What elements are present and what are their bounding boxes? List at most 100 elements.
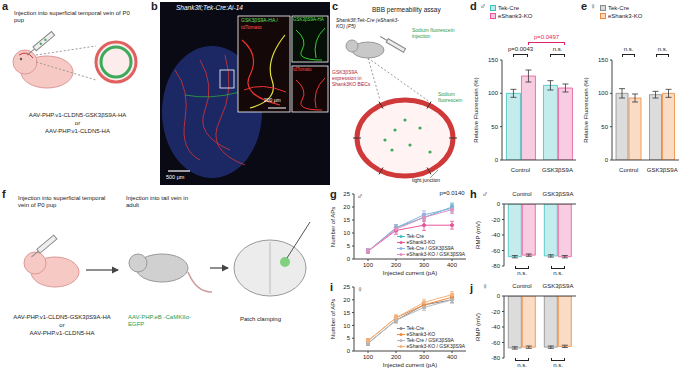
svg-text:GSK3βS9A: GSK3βS9A xyxy=(647,167,678,173)
html-text:eShank3-KO: eShank3-KO xyxy=(498,13,533,19)
html-text:BBB permeability assay: BBB permeability assay xyxy=(372,6,441,13)
html-text:n.s.: n.s. xyxy=(623,46,634,52)
svg-text:400: 400 xyxy=(447,354,458,360)
html-text:GSK3βS9A expression in Shank3K: GSK3βS9A expression in Shank3KO BECs xyxy=(332,69,371,87)
svg-text:200: 200 xyxy=(391,354,402,360)
svg-text:200: 200 xyxy=(391,262,402,268)
svg-text:100: 100 xyxy=(363,262,374,268)
svg-text:15: 15 xyxy=(343,217,350,223)
svg-text:15: 15 xyxy=(343,310,350,316)
html-text:Sodium fluorescein injection: Sodium fluorescein injection xyxy=(412,27,455,39)
html-text:g: g xyxy=(330,188,337,200)
html-text:AAV-PHP.v1-CLDN5-HA: AAV-PHP.v1-CLDN5-HA xyxy=(45,128,110,134)
svg-text:0: 0 xyxy=(605,157,609,163)
svg-text:100: 100 xyxy=(488,90,499,96)
svg-text:0: 0 xyxy=(495,157,499,163)
svg-text:-20: -20 xyxy=(491,309,500,315)
svg-text:0: 0 xyxy=(497,293,501,299)
svg-text:GSK3βS9A: GSK3βS9A xyxy=(543,283,574,289)
svg-text:Control: Control xyxy=(511,167,530,173)
svg-text:-20: -20 xyxy=(491,217,500,223)
html-text:b: b xyxy=(151,0,158,12)
svg-text:Control: Control xyxy=(619,167,638,173)
svg-text:-40: -40 xyxy=(491,324,500,330)
svg-text:GSK3βS9A: GSK3βS9A xyxy=(542,167,573,173)
html-text:tight junction: tight junction xyxy=(412,177,441,183)
html-text:200 μm: 200 μm xyxy=(264,97,281,103)
html-text:h: h xyxy=(470,188,477,200)
svg-text:300: 300 xyxy=(419,354,430,360)
svg-text:400: 400 xyxy=(447,262,458,268)
html-text:Tek-Cre / GSK3βS9A: Tek-Cre / GSK3βS9A xyxy=(406,245,454,252)
html-text:n.s.: n.s. xyxy=(553,270,563,276)
html-text:eShank3-KO: eShank3-KO xyxy=(406,239,436,245)
html-text:e: e xyxy=(581,0,588,12)
html-text:p=0.0043: p=0.0043 xyxy=(507,46,534,52)
html-text:AAV-PHP.v1-CLDN5-GSK3βS9A-HA: AAV-PHP.v1-CLDN5-GSK3βS9A-HA xyxy=(13,314,111,320)
html-text:Number of APs: Number of APs xyxy=(330,298,336,340)
svg-text:-60: -60 xyxy=(491,340,500,346)
html-text:n.s.: n.s. xyxy=(517,270,527,276)
html-text:or: or xyxy=(74,120,81,126)
html-text:Relative Fluorescein (%): Relative Fluorescein (%) xyxy=(583,77,589,143)
svg-text:5: 5 xyxy=(347,243,351,249)
html-text:eShank3-KO / GSK3βS9A: eShank3-KO / GSK3βS9A xyxy=(406,251,465,258)
html-text:eShank3-KO / GSK3βS9A: eShank3-KO / GSK3βS9A xyxy=(406,343,465,350)
html-text:Patch clamping: Patch clamping xyxy=(240,316,281,322)
svg-text:-60: -60 xyxy=(491,248,500,254)
html-text:Tek-Cre / GSK3βS9A: Tek-Cre / GSK3βS9A xyxy=(406,337,454,344)
svg-text:GSK3βS9A: GSK3βS9A xyxy=(543,191,574,197)
html-text:RMP (mV): RMP (mV) xyxy=(475,221,481,249)
svg-text:25: 25 xyxy=(343,284,350,290)
svg-text:-40: -40 xyxy=(491,232,500,238)
html-text:d: d xyxy=(470,0,477,12)
html-text:Tek-Cre: Tek-Cre xyxy=(498,5,519,11)
html-text:Shank3fl;Tek-Cre:Ai-14: Shank3fl;Tek-Cre:Ai-14 xyxy=(176,4,243,11)
html-text:eShank3-KO: eShank3-KO xyxy=(608,13,643,19)
html-text:n.s.: n.s. xyxy=(657,46,668,52)
html-text:AAV-PHP.v1-CLDN5-GSK3βS9A-HA: AAV-PHP.v1-CLDN5-GSK3βS9A-HA xyxy=(28,112,127,118)
svg-text:20: 20 xyxy=(343,297,350,303)
html-text:500 μm: 500 μm xyxy=(166,174,185,180)
html-text:Tek-Cre: Tek-Cre xyxy=(406,324,424,331)
svg-text:150: 150 xyxy=(598,57,609,63)
html-text:Injection into superficial tem: Injection into superficial temporal vein… xyxy=(14,10,130,23)
svg-text:20: 20 xyxy=(343,204,350,210)
svg-text:300: 300 xyxy=(419,262,430,268)
html-text:Shank3fl;Tek-Cre (eShank3-KO): Shank3fl;Tek-Cre (eShank3-KO) (P5) xyxy=(336,17,399,29)
html-text:Injected current (pA): Injected current (pA) xyxy=(382,270,438,276)
svg-text:10: 10 xyxy=(343,323,350,329)
html-text:or: or xyxy=(59,322,65,328)
svg-text:100: 100 xyxy=(598,90,609,96)
svg-text:10: 10 xyxy=(343,230,350,236)
html-text:a: a xyxy=(2,0,9,12)
svg-text:50: 50 xyxy=(601,124,608,130)
svg-text:25: 25 xyxy=(343,191,350,197)
html-text:Tek-Cre: Tek-Cre xyxy=(406,232,424,239)
svg-text:0: 0 xyxy=(497,201,501,207)
html-text:AAV-PHP.v1-CLDN5-HA: AAV-PHP.v1-CLDN5-HA xyxy=(29,330,95,336)
svg-text:0: 0 xyxy=(347,348,351,354)
html-text:Relative Fluorescein (%): Relative Fluorescein (%) xyxy=(473,77,479,143)
html-text:Sodium fluorescein: Sodium fluorescein xyxy=(438,91,463,103)
html-text:p=0.0140: p=0.0140 xyxy=(439,190,465,196)
html-text:Injection into tail vein in ad: Injection into tail vein in adult xyxy=(126,195,188,208)
svg-text:50: 50 xyxy=(491,124,498,130)
svg-text:150: 150 xyxy=(488,57,499,63)
html-text:Tek-Cre: Tek-Cre xyxy=(608,5,629,11)
html-text:Number of APs: Number of APs xyxy=(330,206,336,247)
html-text:Injection into superficial tem: Injection into superficial temporal vein… xyxy=(18,195,106,208)
html-text:n.s.: n.s. xyxy=(552,46,563,52)
svg-text:100: 100 xyxy=(363,354,374,360)
svg-text:Control: Control xyxy=(512,191,531,197)
svg-text:0: 0 xyxy=(347,256,351,262)
html-text:AAV-PHP.eB -CaMKIIα-EGFP: AAV-PHP.eB -CaMKIIα-EGFP xyxy=(128,314,191,327)
svg-text:Control: Control xyxy=(512,283,531,289)
svg-text:-80: -80 xyxy=(491,355,500,361)
html-text:p=0.0497: p=0.0497 xyxy=(533,34,560,40)
html-text:GSK3βS9A-HA /: GSK3βS9A-HA / xyxy=(241,17,278,23)
svg-text:5: 5 xyxy=(347,335,351,341)
html-text:tdTomato: tdTomato xyxy=(241,24,262,30)
html-text:c: c xyxy=(332,0,339,12)
svg-text:-80: -80 xyxy=(491,263,500,269)
